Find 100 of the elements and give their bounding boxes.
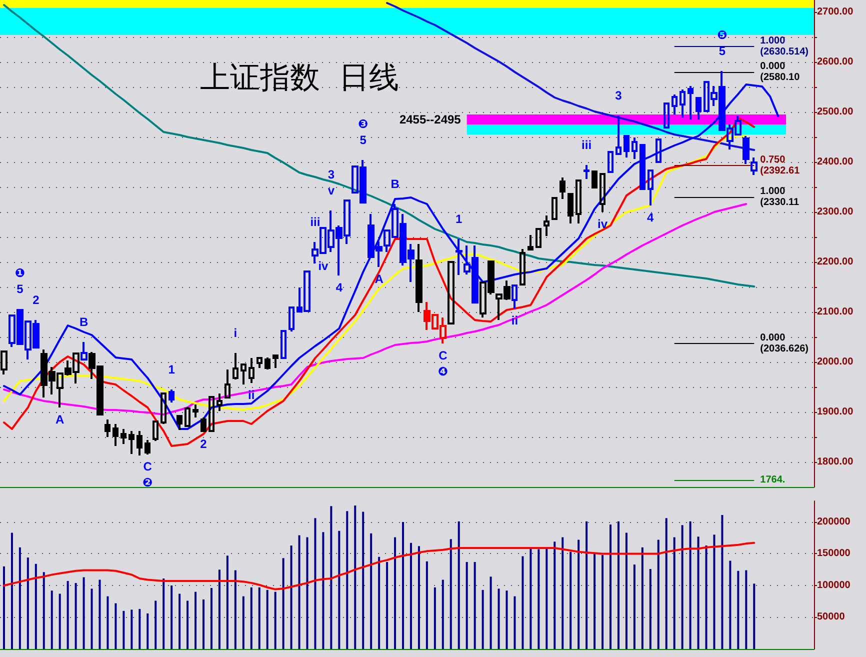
candlestick	[584, 164, 590, 180]
candlestick	[240, 362, 246, 386]
candlestick	[112, 423, 118, 447]
candlestick	[568, 192, 574, 224]
bar	[362, 512, 364, 649]
bar	[98, 580, 101, 649]
bar	[522, 556, 524, 649]
bar	[745, 570, 748, 649]
bar	[178, 594, 181, 649]
bar	[42, 572, 45, 649]
y-tick-label: 2100.00	[817, 306, 854, 318]
annotation: 5	[718, 44, 726, 58]
bar	[641, 547, 644, 649]
y-tick-label: 2200.00	[817, 256, 854, 268]
candlestick	[272, 354, 278, 369]
line-series	[2, 117, 756, 447]
annotation: B	[79, 315, 88, 329]
bar	[386, 562, 388, 649]
candlestick	[616, 114, 622, 156]
candlestick	[128, 430, 134, 455]
text: 上证指数 日线	[200, 60, 400, 96]
bar	[514, 596, 516, 649]
candlestick	[288, 306, 294, 332]
candlestick	[456, 238, 462, 276]
candlestick	[688, 85, 694, 120]
bar	[90, 588, 93, 649]
bar	[226, 556, 228, 649]
candlestick	[560, 176, 566, 200]
bar	[657, 540, 660, 649]
bar	[394, 537, 396, 649]
bar	[26, 558, 29, 649]
bar	[737, 570, 740, 649]
candlestick	[520, 248, 526, 286]
line-series	[2, 542, 756, 590]
bar	[673, 537, 676, 649]
bar	[234, 570, 236, 649]
annotation: iii	[582, 138, 592, 152]
candlestick	[680, 88, 686, 118]
annotation: 2	[200, 437, 208, 451]
bar	[210, 588, 212, 649]
bar	[689, 521, 692, 649]
candlestick	[256, 356, 262, 369]
bar	[250, 587, 252, 649]
candlestick	[264, 356, 270, 370]
candlestick	[192, 404, 198, 418]
y-tick-label: 1900.00	[817, 406, 854, 418]
candlestick	[248, 357, 254, 384]
y-tick-label: 100000	[817, 580, 851, 591]
annotation: i	[234, 326, 238, 340]
annotation: iv	[318, 259, 329, 273]
bar	[466, 562, 468, 649]
bar	[530, 547, 532, 649]
y-tick-label: 2500.00	[817, 106, 854, 118]
bar	[314, 518, 316, 649]
candlestick	[608, 150, 614, 174]
candlestick	[528, 234, 534, 252]
bar	[122, 610, 125, 649]
annotation: 4	[336, 280, 343, 294]
bar	[649, 568, 652, 649]
candlestick	[656, 138, 662, 164]
bar	[50, 590, 53, 649]
bar	[410, 542, 412, 649]
bar	[186, 600, 189, 649]
bar	[130, 610, 133, 649]
bar	[721, 514, 724, 649]
y-tick-label: 2600.00	[817, 56, 854, 68]
candlestick	[160, 392, 166, 425]
bar	[34, 564, 37, 649]
candlestick	[176, 414, 182, 431]
bar	[434, 587, 436, 649]
annotation: 1	[456, 212, 463, 226]
bar	[713, 534, 716, 649]
candlestick	[624, 134, 630, 158]
bar	[146, 613, 149, 649]
bar	[586, 521, 588, 649]
ref-line-label: 1.000 (2630.514)	[760, 36, 809, 58]
candlestick	[200, 416, 206, 433]
bar	[74, 582, 77, 649]
annotation: 5	[16, 282, 24, 296]
bar	[753, 584, 756, 649]
bar	[458, 521, 460, 649]
candlestick	[280, 329, 286, 360]
candlestick	[80, 341, 88, 362]
annotation: ❸	[358, 117, 368, 131]
candlestick	[0, 350, 8, 376]
line-series	[2, 135, 748, 410]
annotation: iv	[598, 217, 608, 231]
annotation: B	[390, 177, 400, 191]
bar	[498, 588, 500, 649]
annotation: C	[143, 460, 152, 474]
bar	[554, 542, 556, 649]
candlestick	[136, 430, 142, 456]
candlestick	[448, 260, 454, 326]
bar	[330, 506, 332, 649]
bar	[282, 558, 284, 649]
bar	[450, 539, 452, 649]
bar	[602, 554, 604, 649]
bar	[538, 549, 540, 649]
bar	[322, 532, 324, 649]
candlestick	[152, 420, 158, 442]
